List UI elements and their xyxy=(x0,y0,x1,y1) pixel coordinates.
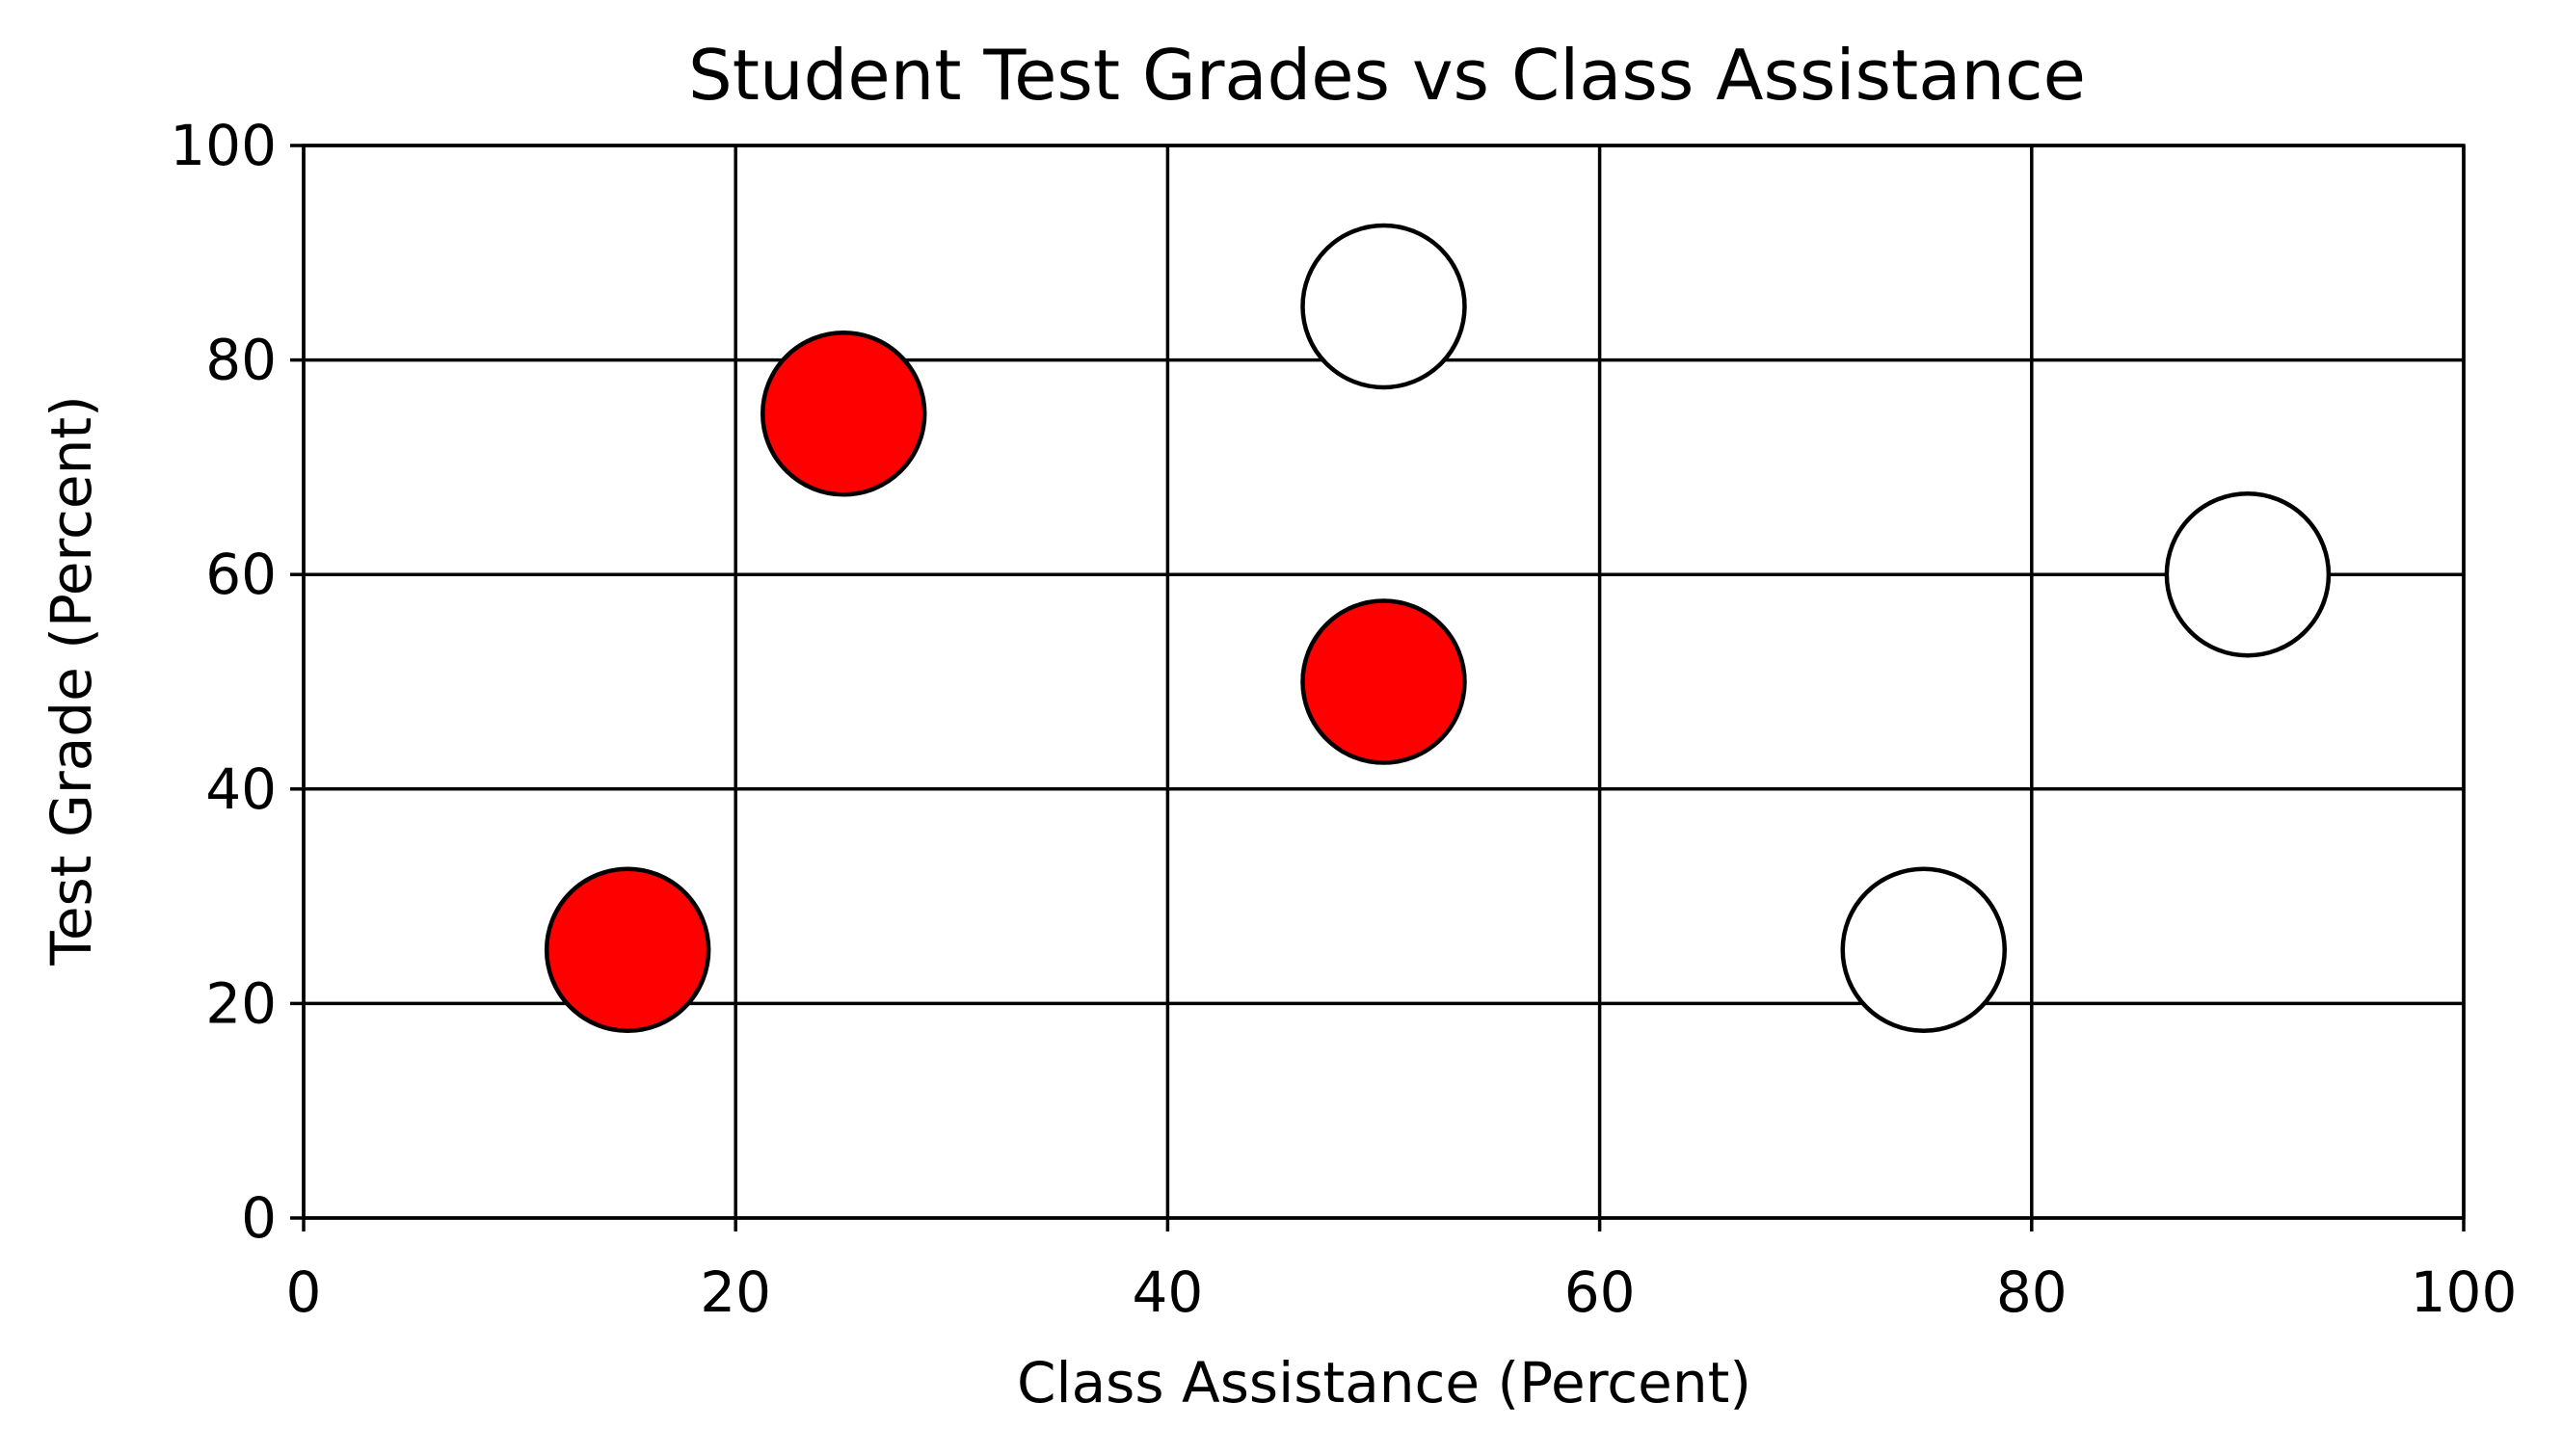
y-axis-ticks: 0 20 40 60 80 100 xyxy=(170,113,304,1251)
data-point-0 xyxy=(544,866,711,1033)
x-tick-label-4: 80 xyxy=(1996,1259,2068,1325)
x-tick-label-3: 60 xyxy=(1564,1259,1636,1325)
x-tick-label-1: 20 xyxy=(700,1259,771,1325)
plot-frame xyxy=(302,144,2466,1220)
data-point-1 xyxy=(761,331,927,497)
y-tick-label-2: 40 xyxy=(205,756,277,822)
data-point-2 xyxy=(1300,598,1467,765)
y-tick-label-1: 20 xyxy=(205,970,277,1036)
x-axis-label: Class Assistance (Percent) xyxy=(1017,1350,1751,1416)
x-axis-ticks: 0 20 40 60 80 100 xyxy=(286,1218,2518,1325)
y-tick-label-3: 60 xyxy=(205,542,277,607)
x-tick-label-5: 100 xyxy=(2411,1259,2518,1325)
x-tick-label-0: 0 xyxy=(286,1259,322,1325)
data-point-3 xyxy=(1300,223,1467,390)
y-tick-label-4: 80 xyxy=(205,328,277,393)
y-tick-label-5: 100 xyxy=(170,113,277,178)
y-tick-label-0: 0 xyxy=(241,1185,277,1251)
data-points xyxy=(544,223,2332,1033)
x-tick-label-2: 40 xyxy=(1132,1259,1203,1325)
y-axis-label: Test Grade (Percent) xyxy=(39,395,104,966)
data-point-5 xyxy=(2164,490,2332,658)
chart-title: Student Test Grades vs Class Assistance xyxy=(688,35,2086,116)
data-point-4 xyxy=(1840,866,2007,1033)
